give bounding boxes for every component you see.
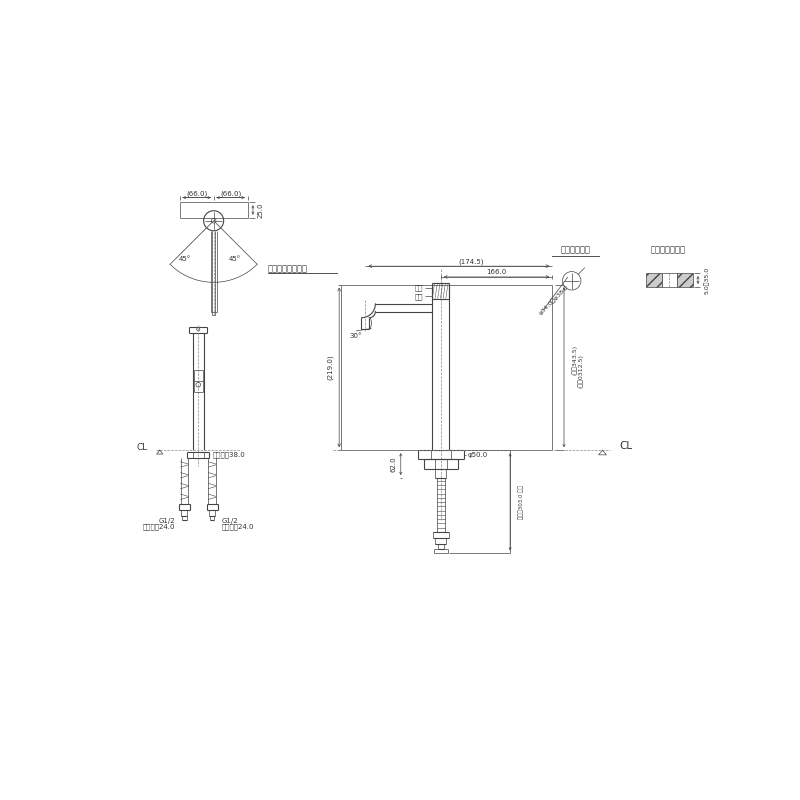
Text: 166.0: 166.0 [486, 270, 506, 275]
Bar [662, 273, 677, 287]
Text: CL: CL [137, 442, 148, 452]
Text: 給水: 給水 [414, 285, 423, 291]
Text: φ34.0～φ38.0: φ34.0～φ38.0 [538, 284, 570, 316]
Text: (66.0): (66.0) [186, 190, 207, 197]
Text: 45°: 45° [229, 256, 242, 262]
Text: 供給元303.0 前後: 供給元303.0 前後 [518, 485, 524, 518]
Text: 45°: 45° [178, 256, 190, 262]
Text: ハンドル回転角度: ハンドル回転角度 [267, 264, 307, 273]
Text: φ50.0: φ50.0 [468, 452, 488, 458]
Text: (止汐0312.5): (止汐0312.5) [578, 354, 584, 388]
Text: 天板取付穴径: 天板取付穴径 [561, 246, 590, 254]
Text: (66.0): (66.0) [220, 190, 242, 197]
Text: 天板枠付截面：: 天板枠付截面： [650, 246, 686, 254]
Bar [677, 273, 693, 287]
Text: 62.0: 62.0 [390, 456, 396, 472]
Text: 六角対辺38.0: 六角対辺38.0 [213, 451, 246, 458]
Text: 5.0～35.0: 5.0～35.0 [704, 266, 710, 294]
Bar [646, 273, 662, 287]
Text: G1/2: G1/2 [158, 518, 175, 524]
Text: 止水: 止水 [414, 293, 423, 299]
Text: (219.0): (219.0) [326, 354, 333, 380]
Text: 六角対辺24.0: 六角対辺24.0 [142, 523, 175, 530]
Polygon shape [598, 450, 606, 455]
Text: 30°: 30° [350, 334, 362, 339]
Text: 六角対辺24.0: 六角対辺24.0 [222, 523, 254, 530]
Text: CL: CL [619, 442, 633, 451]
Text: 25.0: 25.0 [258, 202, 264, 218]
Text: G1/2: G1/2 [222, 518, 238, 524]
Text: (174.5): (174.5) [459, 258, 484, 265]
Text: (全長343.5): (全長343.5) [572, 345, 578, 374]
